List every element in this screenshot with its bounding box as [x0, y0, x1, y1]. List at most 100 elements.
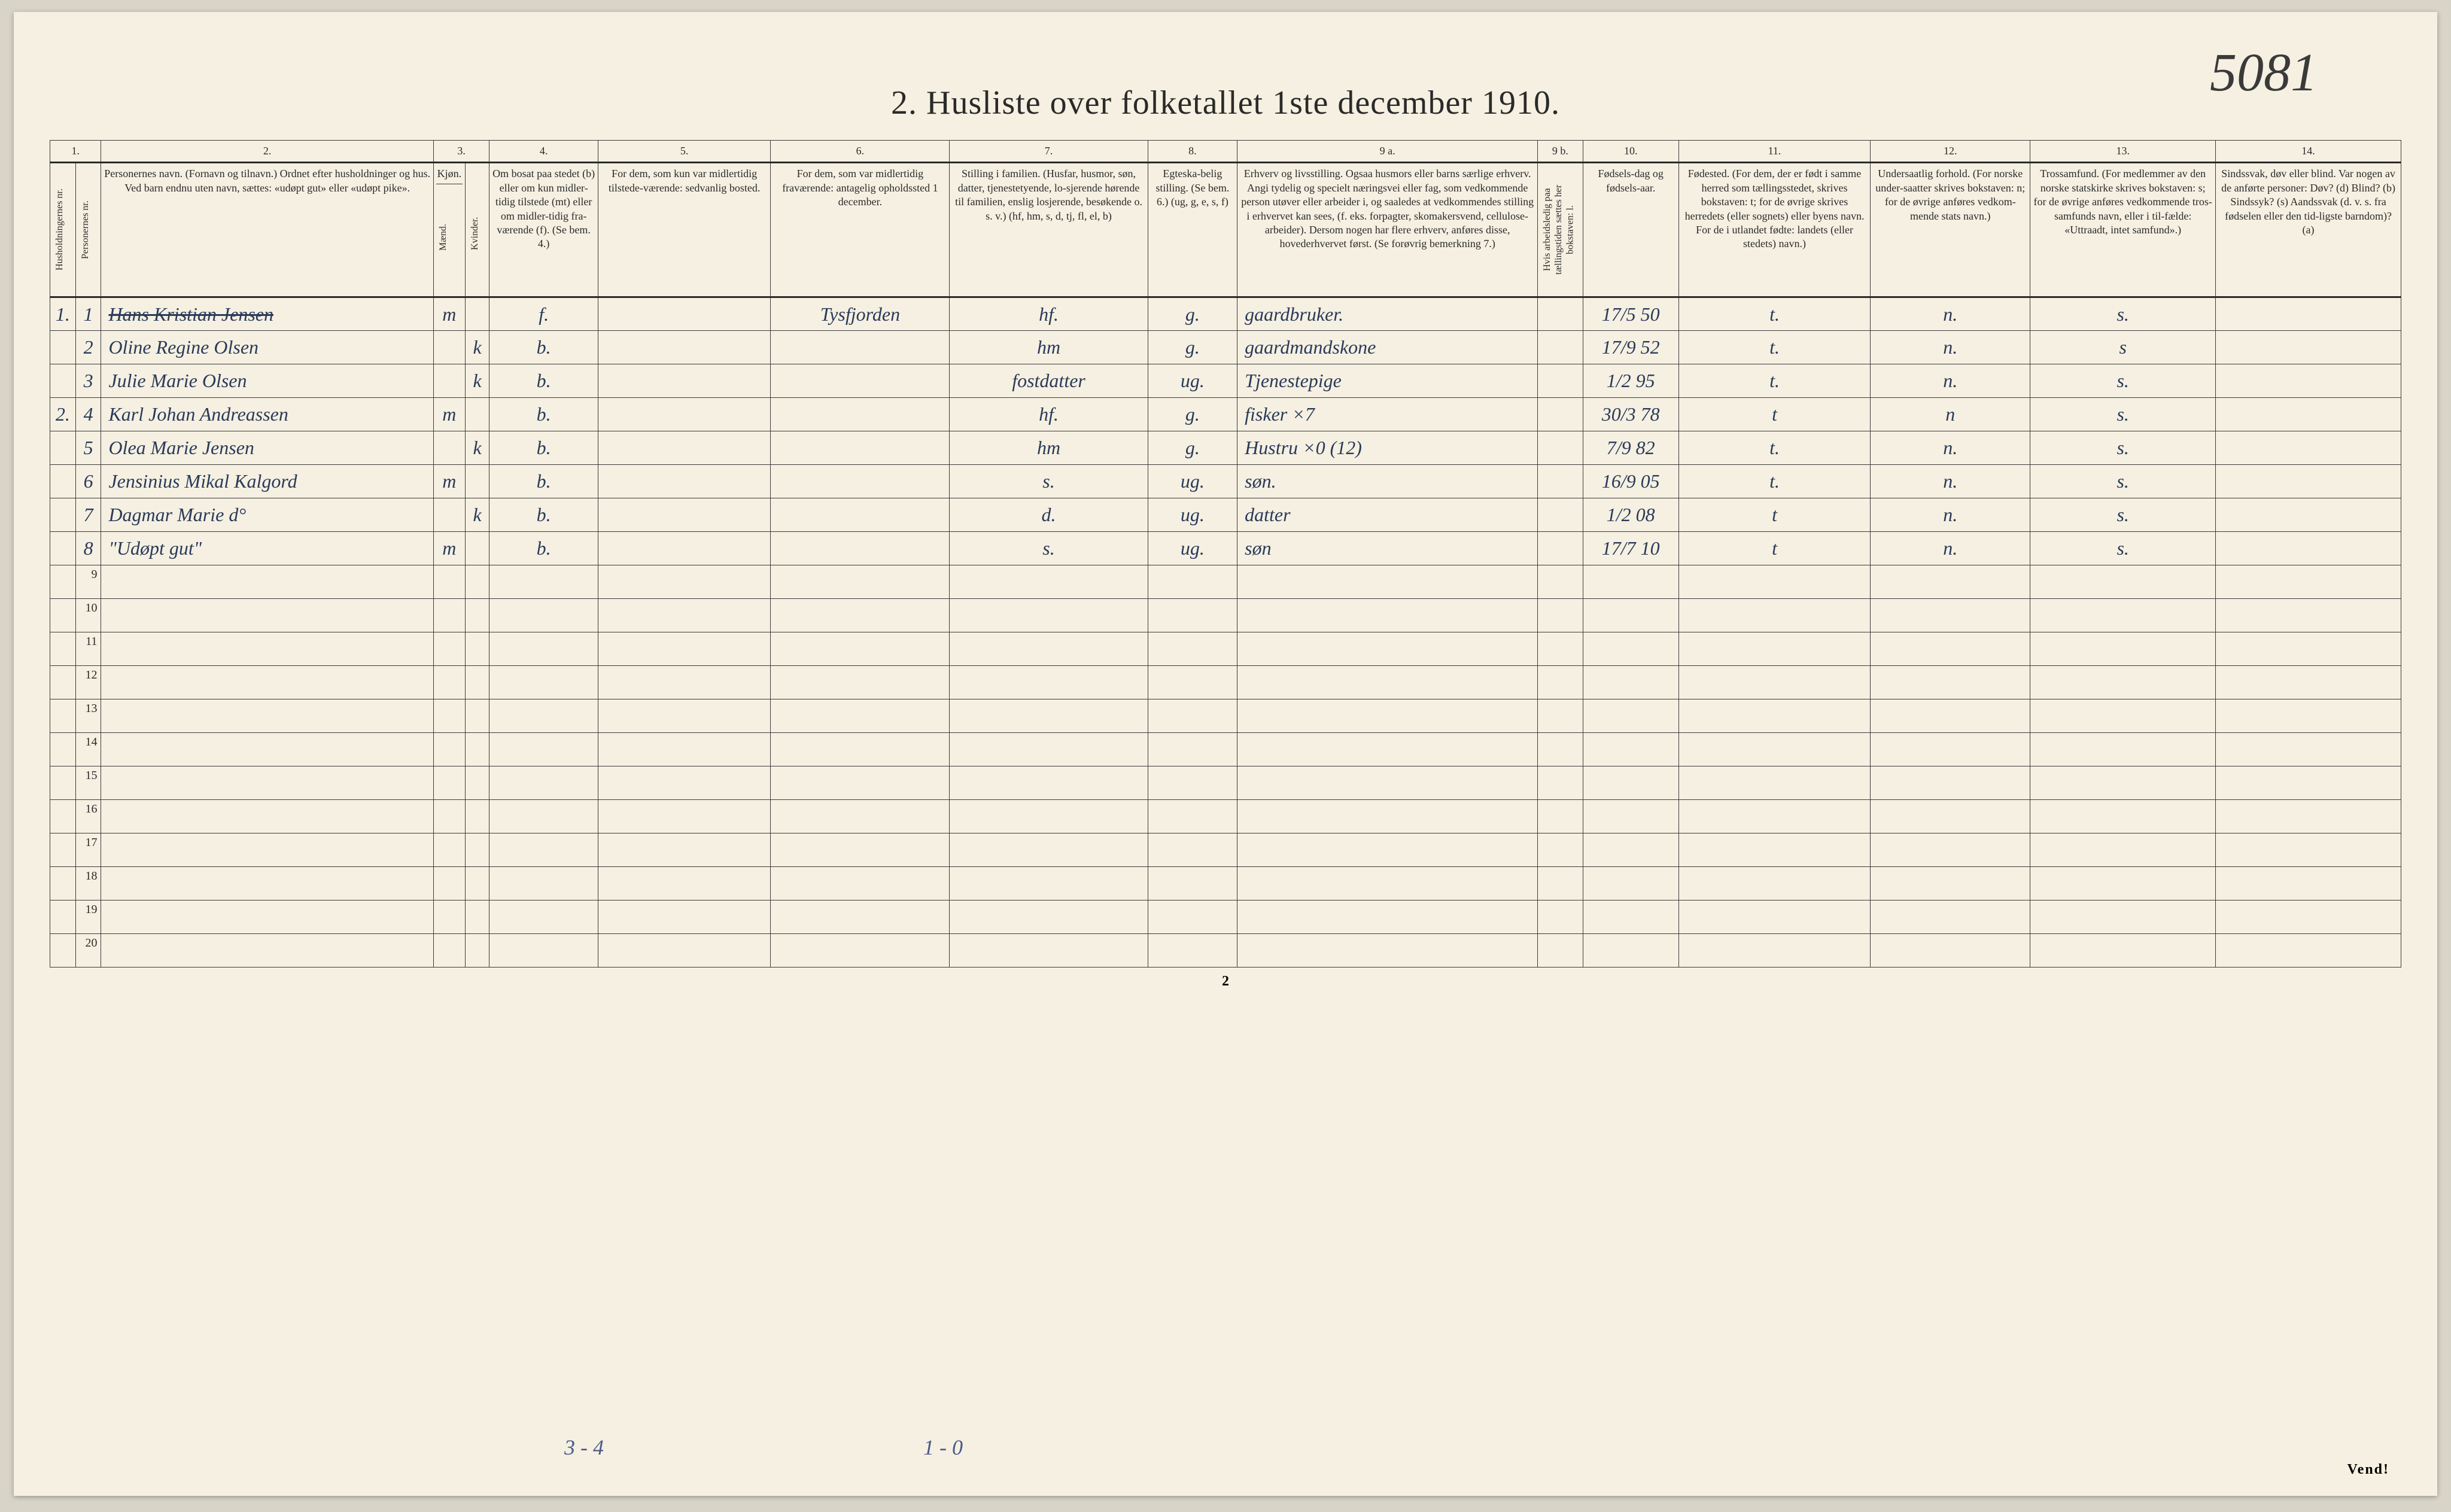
cell-empty — [950, 900, 1148, 934]
cell-empty — [598, 900, 770, 934]
bottom-annotation-mid: 1 - 0 — [923, 1435, 963, 1460]
cell-maend: m — [433, 297, 465, 331]
cell-away — [771, 532, 950, 565]
cell-empty — [489, 900, 598, 934]
cell-empty — [1678, 867, 1870, 900]
cell-empty — [1538, 599, 1583, 632]
cell-empty — [433, 934, 465, 968]
cell-empty — [1538, 867, 1583, 900]
cell-empty — [465, 833, 489, 867]
cell-empty — [2030, 565, 2216, 599]
table-row: 1.1Hans Kristian Jensenmf.Tysfjordenhf.g… — [50, 297, 2401, 331]
cell-empty — [1678, 666, 1870, 699]
column-number-row: 1. 2. 3. 4. 5. 6. 7. 8. 9 a. 9 b. 10. 11… — [50, 141, 2401, 163]
cell-empty — [465, 766, 489, 800]
cell-maend — [433, 498, 465, 532]
colnum-8: 8. — [1148, 141, 1237, 163]
cell-res: b. — [489, 465, 598, 498]
cell-temp — [598, 498, 770, 532]
cell-away — [771, 498, 950, 532]
cell-empty — [433, 599, 465, 632]
cell-empty — [1148, 833, 1237, 867]
cell-empty — [771, 632, 950, 666]
cell-hh — [50, 532, 76, 565]
colnum-2: 2. — [101, 141, 433, 163]
cell-empty — [1583, 699, 1678, 733]
cell-empty — [465, 733, 489, 766]
cell-empty — [1237, 632, 1538, 666]
header-tilstede: For dem, som kun var midlertidig tilsted… — [598, 163, 770, 297]
table-row: 8"Udøpt gut"mb.s.ug.søn17/7 10tn.s. — [50, 532, 2401, 565]
cell-empty — [2216, 934, 2401, 968]
cell-birth: 7/9 82 — [1583, 431, 1678, 465]
cell-empty — [1538, 800, 1583, 833]
cell-pn: 16 — [75, 800, 101, 833]
cell-name: Olea Marie Jensen — [101, 431, 433, 465]
cell-pn: 12 — [75, 666, 101, 699]
cell-empty — [101, 565, 433, 599]
cell-kvinder: k — [465, 364, 489, 398]
cell-pn: 15 — [75, 766, 101, 800]
cell-empty — [598, 599, 770, 632]
cell-maend: m — [433, 532, 465, 565]
cell-empty — [489, 867, 598, 900]
cell-maend — [433, 331, 465, 364]
cell-res: b. — [489, 498, 598, 532]
cell-empty — [771, 900, 950, 934]
cell-empty — [1678, 766, 1870, 800]
cell-empty — [1538, 733, 1583, 766]
cell-nat: n. — [1871, 297, 2030, 331]
cell-marital: ug. — [1148, 498, 1237, 532]
cell-empty — [771, 733, 950, 766]
cell-temp — [598, 465, 770, 498]
cell-hh — [50, 766, 76, 800]
cell-empty — [489, 733, 598, 766]
cell-empty — [1871, 833, 2030, 867]
cell-birth: 17/9 52 — [1583, 331, 1678, 364]
cell-empty — [489, 565, 598, 599]
cell-fam: fostdatter — [950, 364, 1148, 398]
table-row-empty: 17 — [50, 833, 2401, 867]
cell-empty — [950, 666, 1148, 699]
colnum-6: 6. — [771, 141, 950, 163]
cell-name: Hans Kristian Jensen — [101, 297, 433, 331]
cell-empty — [2030, 867, 2216, 900]
cell-empty — [1678, 833, 1870, 867]
cell-empty — [1237, 867, 1538, 900]
cell-empty — [598, 632, 770, 666]
cell-pn: 6 — [75, 465, 101, 498]
cell-empty — [1583, 900, 1678, 934]
cell-empty — [465, 867, 489, 900]
cell-fam: d. — [950, 498, 1148, 532]
cell-away — [771, 431, 950, 465]
cell-empty — [2216, 733, 2401, 766]
cell-empty — [2030, 833, 2216, 867]
cell-empty — [950, 699, 1148, 733]
cell-maend: m — [433, 398, 465, 431]
cell-pn: 18 — [75, 867, 101, 900]
cell-empty — [1237, 833, 1538, 867]
table-row-empty: 20 — [50, 934, 2401, 968]
cell-empty — [771, 766, 950, 800]
cell-empty — [101, 766, 433, 800]
cell-empty — [1538, 632, 1583, 666]
cell-empty — [1538, 699, 1583, 733]
cell-kvinder — [465, 465, 489, 498]
cell-empty — [598, 800, 770, 833]
cell-name: Karl Johan Andreassen — [101, 398, 433, 431]
cell-empty — [465, 800, 489, 833]
cell-faith: s. — [2030, 297, 2216, 331]
table-body: 1.1Hans Kristian Jensenmf.Tysfjordenhf.g… — [50, 297, 2401, 968]
cell-empty — [489, 599, 598, 632]
cell-empty — [1237, 733, 1538, 766]
cell-empty — [598, 833, 770, 867]
cell-pn: 11 — [75, 632, 101, 666]
cell-empty — [1538, 565, 1583, 599]
colnum-9b: 9 b. — [1538, 141, 1583, 163]
cell-empty — [950, 934, 1148, 968]
cell-place: t. — [1678, 364, 1870, 398]
table-row: 7Dagmar Marie d°kb.d.ug.datter1/2 08tn.s… — [50, 498, 2401, 532]
cell-pn: 10 — [75, 599, 101, 632]
cell-empty — [1583, 565, 1678, 599]
cell-kvinder: k — [465, 431, 489, 465]
